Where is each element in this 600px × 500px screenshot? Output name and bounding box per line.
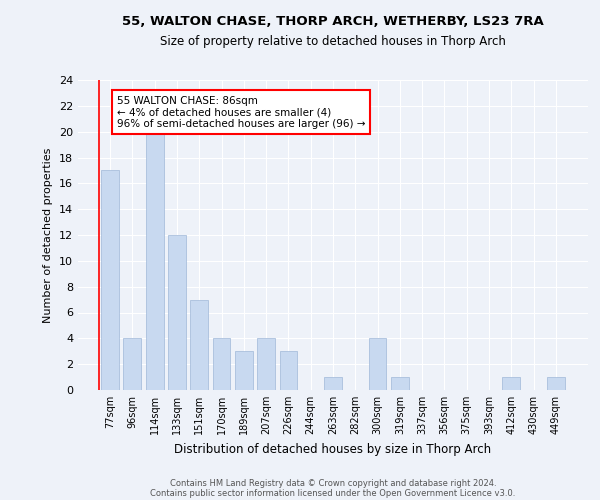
- Bar: [502, 377, 520, 390]
- Bar: [257, 338, 275, 390]
- Text: 55, WALTON CHASE, THORP ARCH, WETHERBY, LS23 7RA: 55, WALTON CHASE, THORP ARCH, WETHERBY, …: [122, 15, 544, 28]
- Bar: [391, 377, 409, 390]
- Bar: [280, 351, 298, 390]
- Bar: [547, 377, 565, 390]
- Bar: [235, 351, 253, 390]
- Text: Contains HM Land Registry data © Crown copyright and database right 2024.: Contains HM Land Registry data © Crown c…: [170, 478, 496, 488]
- Text: Size of property relative to detached houses in Thorp Arch: Size of property relative to detached ho…: [160, 35, 506, 48]
- Bar: [146, 132, 164, 390]
- Text: Contains public sector information licensed under the Open Government Licence v3: Contains public sector information licen…: [151, 488, 515, 498]
- Bar: [168, 235, 186, 390]
- Y-axis label: Number of detached properties: Number of detached properties: [43, 148, 53, 322]
- Bar: [212, 338, 230, 390]
- Bar: [368, 338, 386, 390]
- Bar: [324, 377, 342, 390]
- Text: 55 WALTON CHASE: 86sqm
← 4% of detached houses are smaller (4)
96% of semi-detac: 55 WALTON CHASE: 86sqm ← 4% of detached …: [117, 96, 365, 128]
- Bar: [101, 170, 119, 390]
- X-axis label: Distribution of detached houses by size in Thorp Arch: Distribution of detached houses by size …: [175, 442, 491, 456]
- Bar: [124, 338, 142, 390]
- Bar: [190, 300, 208, 390]
